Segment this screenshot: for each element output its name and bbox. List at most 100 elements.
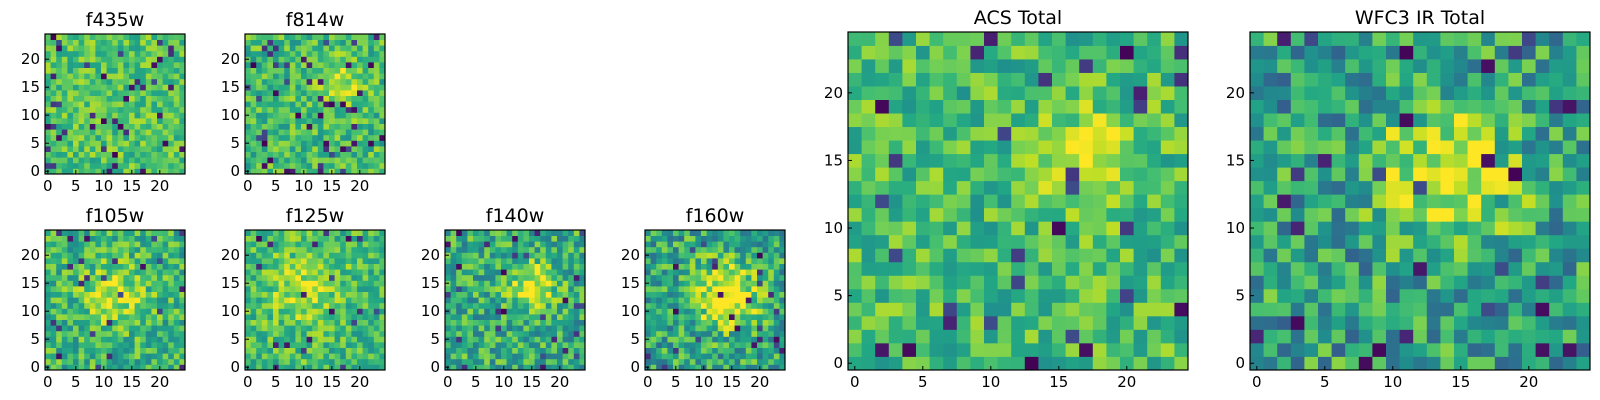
heatmap-cell — [717, 353, 724, 360]
heatmap-cell — [78, 263, 85, 270]
heatmap-cell — [95, 73, 102, 80]
heatmap-cell — [545, 364, 552, 371]
heatmap-cell — [557, 230, 563, 236]
heatmap-cell — [1345, 194, 1360, 209]
heatmap-cell — [312, 106, 319, 113]
heatmap-cell — [334, 39, 341, 46]
heatmap-cell — [902, 59, 917, 73]
heatmap-cell — [340, 73, 347, 80]
heatmap-cell — [1522, 275, 1536, 290]
heatmap-cell — [112, 134, 119, 141]
heatmap-cell — [84, 358, 91, 365]
heatmap-cell — [84, 90, 91, 96]
heatmap-cell — [95, 308, 102, 315]
heatmap-cell — [289, 112, 296, 119]
heatmap-cell — [129, 134, 135, 141]
heatmap-cell — [706, 269, 713, 276]
heatmap-cell — [1440, 329, 1455, 344]
heatmap-cell — [1024, 99, 1039, 114]
heatmap-cell — [129, 274, 135, 281]
heatmap-cell — [512, 269, 519, 276]
heatmap-cell — [1106, 113, 1121, 128]
heatmap-cell — [540, 263, 547, 270]
heatmap-cell — [84, 319, 91, 326]
heatmap-cell — [368, 230, 375, 236]
heatmap-cell — [1345, 126, 1360, 141]
heatmap-cell — [278, 280, 285, 287]
heatmap-cell — [245, 67, 251, 74]
heatmap-cell — [1345, 275, 1360, 290]
heatmap-cell — [78, 325, 85, 332]
heatmap-cell — [179, 168, 186, 175]
heatmap-cell — [289, 140, 296, 147]
heatmap-cell — [1345, 207, 1360, 222]
heatmap-cell — [501, 246, 507, 253]
heatmap-cell — [689, 252, 696, 259]
heatmap-cell — [943, 126, 958, 141]
heatmap-cell — [984, 59, 998, 73]
panel-title: ACS Total — [974, 7, 1062, 29]
heatmap-cell — [289, 162, 296, 169]
heatmap-cell — [517, 308, 524, 315]
heatmap-cell — [1174, 221, 1189, 236]
heatmap-cell — [179, 347, 186, 354]
heatmap-cell — [751, 286, 758, 292]
heatmap-cell — [1535, 356, 1550, 371]
heatmap-cell — [73, 280, 79, 287]
heatmap-cell — [261, 297, 268, 304]
heatmap-cell — [245, 353, 251, 360]
heatmap-cell — [134, 50, 141, 57]
heatmap-cell — [717, 330, 724, 337]
heatmap-cell — [1065, 221, 1080, 236]
heatmap-cell — [689, 314, 696, 320]
heatmap-cell — [1386, 248, 1400, 263]
heatmap-cell — [50, 302, 57, 309]
heatmap-cell — [573, 230, 580, 236]
heatmap-cell — [540, 252, 547, 259]
heatmap-cell — [162, 45, 169, 52]
heatmap-cell — [723, 353, 730, 360]
heatmap-cell — [78, 45, 85, 52]
heatmap-cell — [289, 336, 296, 343]
heatmap-cell — [250, 286, 257, 292]
heatmap-cell — [84, 129, 91, 136]
heatmap-cell — [1358, 194, 1373, 209]
heatmap-cell — [745, 336, 752, 343]
heatmap-cell — [112, 56, 119, 63]
heatmap-cell — [168, 314, 175, 320]
heatmap-cell — [551, 364, 558, 371]
heatmap-cell — [1133, 302, 1148, 317]
heatmap-cell — [1147, 302, 1162, 317]
heatmap-cell — [129, 56, 135, 63]
heatmap-cell — [661, 263, 668, 270]
heatmap-cell — [1522, 288, 1536, 303]
heatmap-cell — [157, 90, 163, 96]
heatmap-cell — [301, 314, 307, 320]
heatmap-cell — [345, 364, 352, 371]
heatmap-cell — [1413, 342, 1428, 357]
heatmap-cell — [861, 207, 876, 222]
heatmap-cell — [1133, 194, 1148, 209]
heatmap-cell — [1065, 32, 1080, 46]
heatmap-cell — [956, 167, 971, 182]
heatmap-cell — [362, 162, 369, 169]
heatmap-cell — [1174, 32, 1189, 46]
heatmap-cell — [1052, 167, 1066, 182]
heatmap-cell — [773, 330, 780, 337]
heatmap-cell — [1052, 275, 1066, 290]
heatmap-cell — [345, 90, 352, 96]
heatmap-cell — [757, 325, 763, 332]
heatmap-cell — [256, 62, 263, 68]
heatmap-cell — [1133, 221, 1148, 236]
heatmap-cell — [295, 168, 302, 175]
heatmap-cell — [740, 280, 747, 287]
heatmap-cell — [73, 157, 79, 164]
heatmap-cell — [673, 280, 679, 287]
heatmap-cell — [112, 90, 119, 96]
heatmap-cell — [1065, 99, 1080, 114]
heatmap-cell — [278, 286, 285, 292]
heatmap-cell — [1481, 288, 1496, 303]
heatmap-cell — [970, 342, 985, 357]
heatmap-cell — [56, 325, 63, 332]
heatmap-cell — [368, 241, 375, 248]
